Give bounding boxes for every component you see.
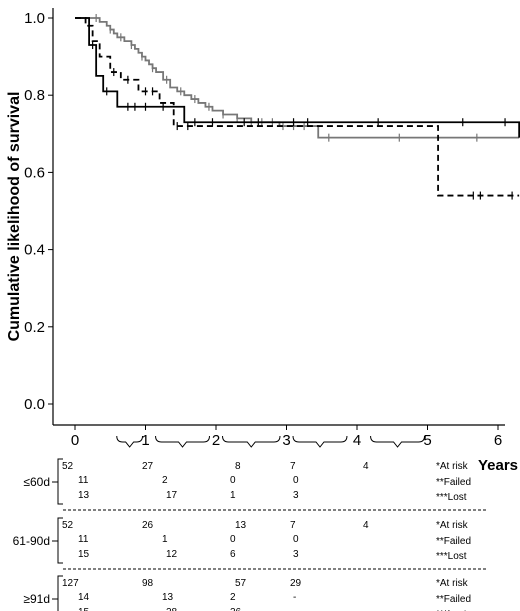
risk-legend-label: ***Lost	[436, 551, 467, 562]
at-risk-value: 52	[62, 520, 74, 531]
at-risk-value: 27	[142, 461, 154, 472]
lost-value: 12	[166, 549, 178, 560]
y-tick-label: 0.4	[24, 242, 45, 259]
survival-curve-solid-gray	[75, 17, 520, 139]
x-axis-label: Years	[478, 457, 518, 474]
at-risk-value: 4	[363, 461, 369, 472]
y-tick-label: 0.8	[24, 87, 45, 104]
x-tick-label: 6	[494, 432, 502, 449]
x-tick-label: 5	[423, 432, 431, 449]
survival-curve-dashed	[75, 17, 520, 197]
at-risk-value: 7	[290, 461, 296, 472]
risk-legend-label: **Failed	[436, 594, 471, 605]
x-tick-label: 3	[282, 432, 290, 449]
at-risk-value: 4	[363, 520, 369, 531]
at-risk-value: 98	[142, 578, 154, 589]
y-axis-label: Cumulative likelihood of survival	[6, 92, 23, 342]
y-tick-label: 0.2	[24, 319, 45, 336]
interval-bracket	[155, 435, 210, 448]
risk-legend-label: ***Lost	[436, 492, 467, 503]
lost-value: 26	[230, 607, 242, 611]
failed-value: 11	[78, 534, 89, 545]
risk-legend-label: *At risk	[436, 578, 469, 589]
at-risk-value: 57	[235, 578, 247, 589]
failed-value: 2	[230, 592, 236, 603]
failed-value: 0	[293, 475, 299, 486]
lost-value: 17	[166, 490, 178, 501]
failed-value: 0	[230, 534, 236, 545]
at-risk-value: 52	[62, 461, 74, 472]
x-tick-label: 4	[353, 432, 361, 449]
interval-bracket	[292, 435, 348, 448]
interval-bracket	[222, 435, 281, 448]
chart-axes: 0.0 0.2 0.4 0.6 0.8 1.0 0 1 2 3 4 5 6 Cumulative like…	[6, 8, 518, 474]
at-risk-value: 7	[290, 520, 296, 531]
x-tick-label: 1	[141, 432, 149, 449]
at-risk-value: 8	[235, 461, 241, 472]
interval-bracket	[370, 435, 425, 448]
at-risk-value: 127	[62, 578, 79, 589]
at-risk-value: 13	[235, 520, 247, 531]
lost-value: 15	[78, 607, 90, 611]
failed-value: 11	[78, 475, 89, 486]
x-tick-label: 0	[71, 432, 79, 449]
risk-legend-label: **Failed	[436, 477, 471, 488]
failed-value: 14	[78, 592, 90, 603]
failed-value: 0	[230, 475, 236, 486]
y-tick-label: 0.0	[24, 396, 45, 413]
y-tick-label: 1.0	[24, 10, 45, 27]
lost-value: 3	[293, 490, 299, 501]
failed-value: -	[293, 592, 296, 603]
interval-bracket	[116, 435, 143, 448]
risk-legend-label: ***Lost	[436, 609, 467, 611]
lost-value: -	[293, 607, 296, 611]
group-label: ≥91d	[23, 592, 50, 606]
lost-value: 6	[230, 549, 236, 560]
risk-legend-label: *At risk	[436, 461, 469, 472]
x-tick-label: 2	[212, 432, 220, 449]
lost-value: 28	[166, 607, 178, 611]
survival-curve-solid-black	[75, 17, 520, 138]
group-label: 61-90d	[13, 534, 50, 548]
lost-value: 13	[78, 490, 90, 501]
at-risk-value: 26	[142, 520, 154, 531]
lost-value: 15	[78, 549, 90, 560]
lost-value: 1	[230, 490, 236, 501]
y-tick-label: 0.6	[24, 164, 45, 181]
risk-legend-label: **Failed	[436, 536, 471, 547]
failed-value: 13	[162, 592, 174, 603]
lost-value: 3	[293, 549, 299, 560]
at-risk-value: 29	[290, 578, 302, 589]
failed-value: 0	[293, 534, 299, 545]
risk-legend-label: *At risk	[436, 520, 469, 531]
survival-curves	[75, 14, 520, 200]
failed-value: 2	[162, 475, 168, 486]
failed-value: 1	[162, 534, 168, 545]
group-label: ≤60d	[23, 475, 50, 489]
